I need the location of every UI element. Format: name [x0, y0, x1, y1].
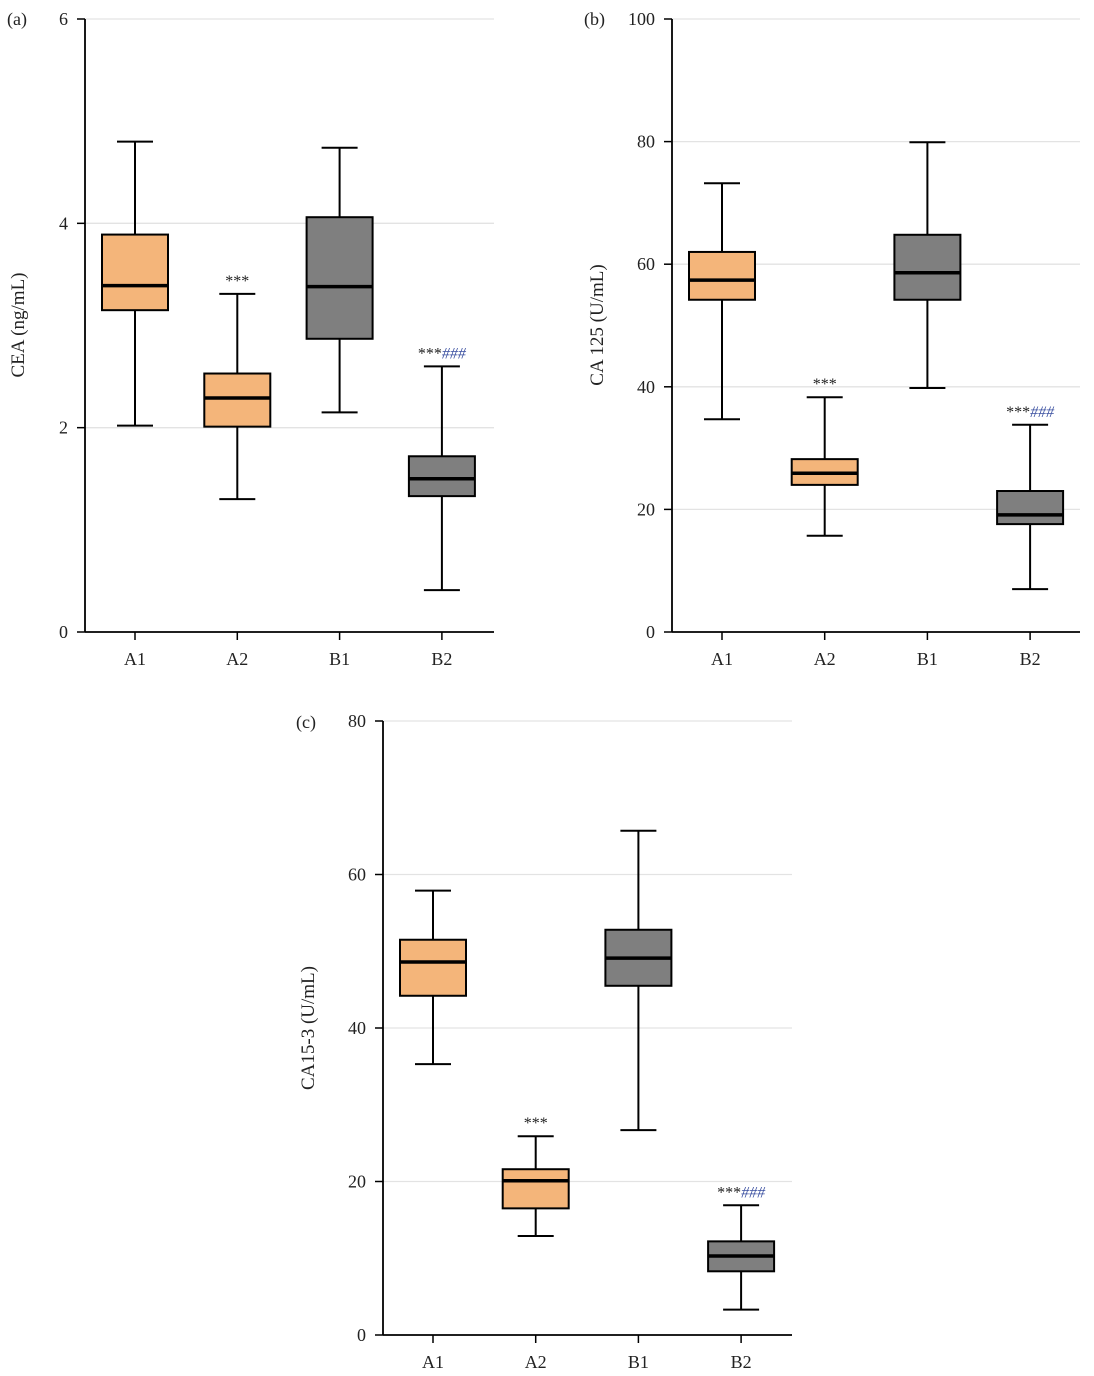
y-tick-label: 60	[637, 254, 655, 274]
significance-stars: ***	[225, 273, 249, 290]
y-axis-label: CA15-3 (U/mL)	[298, 966, 319, 1090]
x-tick-label: A2	[226, 649, 248, 669]
y-tick-label: 0	[646, 622, 655, 642]
x-tick-label: A2	[525, 1352, 547, 1372]
box-B2	[996, 490, 1065, 526]
significance-hashes: ###	[1030, 404, 1055, 421]
y-axis-label: CEA (ng/mL)	[8, 272, 29, 377]
y-tick-label: 20	[348, 1172, 366, 1192]
box-A2	[203, 372, 272, 428]
box-A1	[101, 233, 169, 312]
box-B2	[407, 455, 476, 498]
box-A1	[399, 938, 467, 997]
x-tick-label: B2	[431, 649, 452, 669]
significance-stars: ***	[1006, 404, 1030, 421]
y-axis-label: CA 125 (U/mL)	[587, 264, 608, 385]
significance-stars: ***	[524, 1115, 548, 1132]
panel-label: (b)	[584, 9, 605, 30]
significance-annotation: ***	[524, 1115, 548, 1132]
significance-annotation: ***###	[717, 1184, 766, 1201]
y-tick-label: 40	[348, 1018, 366, 1038]
x-tick-label: B1	[917, 649, 938, 669]
y-tick-label: 100	[628, 9, 655, 29]
significance-hashes: ###	[442, 345, 467, 362]
y-tick-label: 6	[59, 9, 68, 29]
box-B1	[893, 233, 962, 301]
y-tick-label: 0	[59, 622, 68, 642]
significance-annotation: ***	[225, 273, 249, 290]
y-tick-label: 60	[348, 865, 366, 885]
x-tick-label: A2	[814, 649, 836, 669]
x-tick-label: B2	[1020, 649, 1041, 669]
box-A1	[688, 250, 756, 301]
significance-annotation: ***	[813, 376, 837, 393]
x-tick-label: A1	[422, 1352, 444, 1372]
significance-stars: ***	[717, 1184, 741, 1201]
y-tick-label: 40	[637, 377, 655, 397]
significance-annotation: ***###	[418, 345, 467, 362]
y-tick-label: 4	[59, 213, 68, 233]
significance-annotation: ***###	[1006, 404, 1055, 421]
panel-label: (c)	[296, 712, 316, 733]
y-tick-label: 20	[637, 499, 655, 519]
y-tick-label: 80	[348, 711, 366, 731]
box-B1	[305, 216, 374, 340]
x-tick-label: A1	[711, 649, 733, 669]
x-tick-label: B2	[731, 1352, 752, 1372]
y-tick-label: 80	[637, 132, 655, 152]
x-tick-label: A1	[124, 649, 146, 669]
y-tick-label: 0	[357, 1325, 366, 1345]
y-tick-label: 2	[59, 418, 68, 438]
box-A2	[501, 1168, 570, 1210]
significance-hashes: ###	[741, 1184, 766, 1201]
x-tick-label: B1	[329, 649, 350, 669]
significance-stars: ***	[418, 345, 442, 362]
x-tick-label: B1	[628, 1352, 649, 1372]
significance-stars: ***	[813, 376, 837, 393]
panel-label: (a)	[7, 9, 27, 30]
